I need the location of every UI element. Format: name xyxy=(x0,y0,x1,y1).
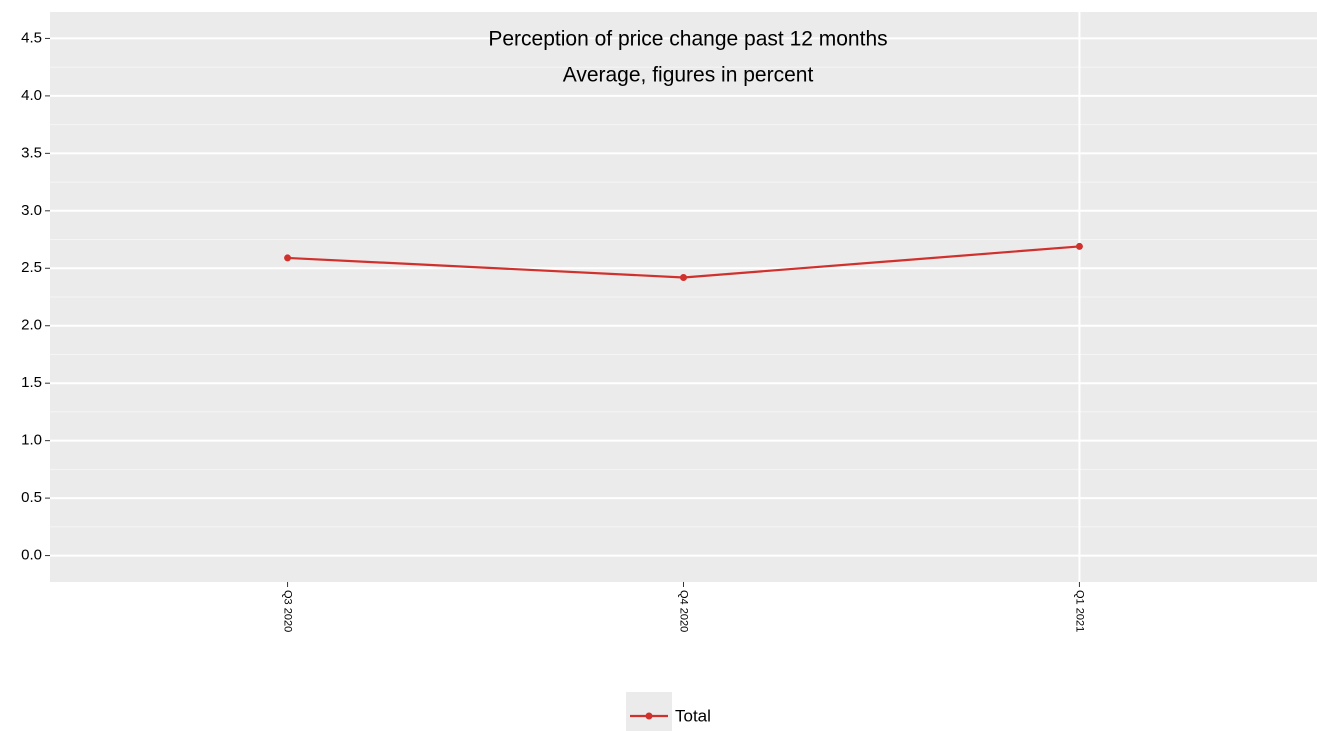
grid xyxy=(50,12,1317,582)
y-tick-label: 4.0 xyxy=(21,87,42,104)
y-tick-label: 0.5 xyxy=(21,489,42,506)
chart-title: Perception of price change past 12 month… xyxy=(488,28,887,51)
y-tick-label: 1.5 xyxy=(21,374,42,391)
y-tick-label: 2.0 xyxy=(21,317,42,334)
legend-label: Total xyxy=(675,706,711,725)
legend-point xyxy=(645,712,653,720)
chart-subtitle: Average, figures in percent xyxy=(563,64,814,87)
x-tick-label: Q3 2020 xyxy=(282,590,294,632)
y-tick-label: 3.0 xyxy=(21,202,42,219)
point xyxy=(680,273,687,281)
point xyxy=(284,254,292,262)
y-tick-label: 4.5 xyxy=(21,29,42,46)
x-tick-label: Q1 2021 xyxy=(1074,590,1086,632)
point xyxy=(1075,242,1083,250)
legend-key-background xyxy=(626,692,672,731)
y-tick-label: 0.0 xyxy=(21,547,42,564)
y-tick-label: 1.0 xyxy=(21,432,42,449)
y-tick-label: 3.5 xyxy=(21,144,42,161)
x-tick-label: Q4 2020 xyxy=(678,590,690,632)
y-tick-label: 2.5 xyxy=(21,259,42,276)
